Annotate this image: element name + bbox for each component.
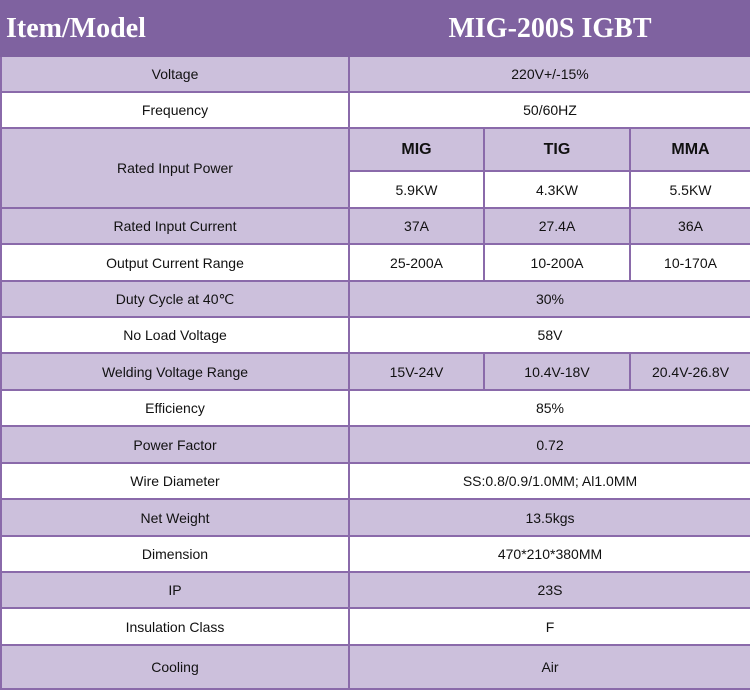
table-row: 5.9KW 4.3KW 5.5KW <box>1 170 750 209</box>
row-label: Insulation Class <box>0 607 350 646</box>
table-row: Efficiency 85% <box>0 389 750 427</box>
row-value: 15V-24V <box>348 352 485 391</box>
row-label: Voltage <box>0 55 350 93</box>
table-row: Cooling Air <box>0 644 750 690</box>
row-value: 10.4V-18V <box>483 352 631 391</box>
row-label: Efficiency <box>0 389 350 427</box>
row-label: No Load Voltage <box>0 316 350 354</box>
table-row: Rated Input Power MIG TIG MMA <box>0 127 750 209</box>
row-label: Cooling <box>0 644 350 690</box>
row-label: Duty Cycle at 40℃ <box>0 280 350 318</box>
row-value: 25-200A <box>348 243 485 282</box>
row-value: 470*210*380MM <box>348 535 750 573</box>
row-value: 27.4A <box>483 207 631 245</box>
mode-tig: TIG <box>483 127 631 172</box>
row-value: Air <box>348 644 750 690</box>
table-row: Dimension 470*210*380MM <box>0 535 750 573</box>
table-row: Welding Voltage Range 15V-24V 10.4V-18V … <box>0 352 750 391</box>
row-value: 37A <box>348 207 485 245</box>
row-value: 20.4V-26.8V <box>629 352 750 391</box>
row-value: 5.9KW <box>348 170 485 209</box>
row-value: SS:0.8/0.9/1.0MM; Al1.0MM <box>348 462 750 500</box>
row-value: 10-200A <box>483 243 631 282</box>
table-row: Wire Diameter SS:0.8/0.9/1.0MM; Al1.0MM <box>0 462 750 500</box>
row-label: Dimension <box>0 535 350 573</box>
row-value: 13.5kgs <box>348 498 750 537</box>
row-value: 5.5KW <box>629 170 750 209</box>
row-value: 0.72 <box>348 425 750 464</box>
row-label: Welding Voltage Range <box>0 352 350 391</box>
table-row: Voltage 220V+/-15% <box>0 55 750 93</box>
table-row: Output Current Range 25-200A 10-200A 10-… <box>0 243 750 282</box>
table-row: No Load Voltage 58V <box>0 316 750 354</box>
table-row: Insulation Class F <box>0 607 750 646</box>
row-value: 23S <box>348 571 750 609</box>
row-label: Wire Diameter <box>0 462 350 500</box>
row-label: Net Weight <box>0 498 350 537</box>
mode-mig: MIG <box>348 127 485 172</box>
row-value: 85% <box>348 389 750 427</box>
row-label: Frequency <box>0 91 350 129</box>
row-label: IP <box>0 571 350 609</box>
row-value: 4.3KW <box>483 170 631 209</box>
table-row: IP 23S <box>0 571 750 609</box>
row-label: Output Current Range <box>0 243 350 282</box>
table-row: Frequency 50/60HZ <box>0 91 750 129</box>
row-label: Power Factor <box>0 425 350 464</box>
table-row: Duty Cycle at 40℃ 30% <box>0 280 750 318</box>
row-value: 220V+/-15% <box>348 55 750 93</box>
row-value: 30% <box>348 280 750 318</box>
header-row: Item/Model MIG-200S IGBT <box>0 0 750 57</box>
row-label: Rated Input Current <box>0 207 350 245</box>
row-value: 58V <box>348 316 750 354</box>
row-value: F <box>348 607 750 646</box>
row-label: Rated Input Power <box>0 127 350 209</box>
row-value: 10-170A <box>629 243 750 282</box>
table-row: Power Factor 0.72 <box>0 425 750 464</box>
item-model-header: Item/Model <box>0 0 350 57</box>
row-value: 50/60HZ <box>348 91 750 129</box>
table-row: Net Weight 13.5kgs <box>0 498 750 537</box>
mode-mma: MMA <box>629 127 750 172</box>
table-row: Rated Input Current 37A 27.4A 36A <box>0 207 750 245</box>
row-value: 36A <box>629 207 750 245</box>
model-header: MIG-200S IGBT <box>348 0 750 57</box>
